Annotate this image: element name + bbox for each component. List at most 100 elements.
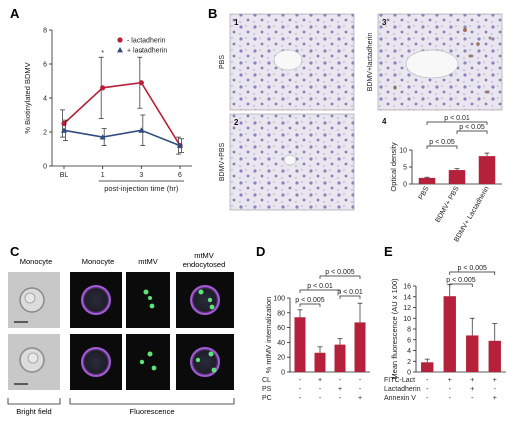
- b4-sig-label: p < 0.01: [444, 115, 470, 122]
- e-condition-mark: +: [448, 377, 452, 384]
- d-ytick-label: 0: [281, 370, 285, 377]
- a-point: [138, 80, 144, 86]
- b4-xtick-label: BDMV+ Lactadherin: [453, 185, 491, 243]
- e-ytick-label: 16: [403, 284, 411, 291]
- chart-d: 0 20 40 60 80 100% mtMV internalization p < 0.…: [262, 269, 370, 402]
- d-condition-mark: -: [359, 377, 362, 384]
- bright-field-label: Bright field: [16, 407, 51, 416]
- b4-ylabel: Optical density: [389, 142, 398, 191]
- col-label-monocyte-bf: Monocyte: [20, 257, 53, 266]
- d-ylabel: % mtMV internalization: [264, 297, 273, 374]
- d-bar: [334, 344, 346, 372]
- micrograph-2: 2: [229, 113, 355, 211]
- a-point: [61, 127, 67, 133]
- a-xlabel: post-injection time (hr): [104, 184, 179, 193]
- a-ytick-label: 2: [43, 130, 47, 137]
- d-ytick-label: 20: [277, 355, 285, 362]
- d-ytick-label: 60: [277, 325, 285, 332]
- e-bar: [466, 335, 479, 372]
- col-label-monocyte-fl: Monocyte: [82, 257, 115, 266]
- a-legend-entry: - lactadherin: [127, 38, 166, 45]
- b4-ytick-label: 5: [403, 165, 407, 172]
- a-xtick-label: BL: [60, 172, 69, 179]
- d-condition-mark: -: [299, 386, 302, 393]
- e-condition-mark: -: [426, 386, 429, 393]
- fluorescence-image-1b: [126, 272, 170, 328]
- d-ytick-label: 100: [273, 296, 285, 303]
- e-sig-bracket: [449, 283, 473, 287]
- b4-sig-bracket: [426, 121, 488, 125]
- e-ytick-label: 6: [407, 337, 411, 344]
- b4-sig-bracket: [426, 145, 458, 149]
- b4-xtick-label: PBS: [418, 185, 431, 201]
- side-label-bdmv-pbs: BDMV+PBS: [219, 143, 226, 182]
- panel-c-images: Monocyte Monocyte mtMV mtMV endocytosed …: [7, 251, 235, 416]
- a-xtick-label: 6: [178, 172, 182, 179]
- micro-label-2: 2: [234, 118, 239, 127]
- fluorescence-label: Fluorescence: [129, 407, 174, 416]
- a-ylabel: % Biotinylated BDMV: [23, 62, 32, 133]
- d-sig-bracket: [299, 303, 321, 307]
- a-legend-entry: + lactadherin: [127, 48, 167, 55]
- side-label-bdmv-lact: BDMV+lactadherin: [367, 33, 374, 92]
- e-ytick-label: 12: [403, 305, 411, 312]
- e-condition-mark: -: [449, 395, 452, 402]
- panel-letter-b: B: [208, 6, 217, 21]
- a-series-line-0: [63, 81, 181, 147]
- d-bar: [294, 317, 306, 372]
- b4-sig-label: p < 0.05: [459, 124, 485, 131]
- e-condition-mark: -: [449, 386, 452, 393]
- d-condition-name: PS: [262, 386, 272, 393]
- a-legend-marker: [117, 47, 123, 53]
- e-condition-mark: +: [493, 377, 497, 384]
- e-condition-mark: -: [471, 395, 474, 402]
- a-point: [100, 85, 106, 91]
- e-bar: [421, 362, 434, 372]
- d-sig-bracket: [319, 275, 361, 279]
- e-ytick-label: 2: [407, 359, 411, 366]
- d-condition-mark: -: [339, 377, 342, 384]
- e-condition-name: FITC-Lact: [384, 377, 415, 384]
- d-condition-name: PC: [262, 395, 272, 402]
- e-condition-mark: -: [426, 377, 429, 384]
- b4-sig-label: p < 0.05: [429, 139, 455, 146]
- d-sig-bracket: [299, 289, 341, 293]
- e-sig-label: p < 0.005: [446, 277, 475, 284]
- d-sig-bracket: [339, 295, 361, 299]
- e-condition-mark: +: [470, 386, 474, 393]
- b4-sig-bracket: [456, 130, 488, 134]
- d-condition-mark: -: [359, 386, 362, 393]
- d-condition-mark: +: [318, 377, 322, 384]
- e-ytick-label: 0: [407, 370, 411, 377]
- e-sig-bracket: [449, 271, 496, 275]
- b4-bar: [448, 170, 466, 184]
- b4-bar: [478, 156, 496, 184]
- a-ytick-label: 6: [43, 62, 47, 69]
- d-sig-label: p < 0.01: [337, 289, 363, 296]
- a-annotation: *: [140, 50, 143, 57]
- fluorescence-image-2b: [126, 334, 170, 390]
- col-label-mtmv-endocytosed: endocytosed: [183, 260, 226, 269]
- e-condition-mark: -: [494, 386, 497, 393]
- d-condition-mark: -: [319, 395, 322, 402]
- b4-bar: [418, 177, 436, 184]
- b4-xtick-label: BDMV+ PBS: [435, 185, 461, 224]
- a-ytick-label: 0: [43, 164, 47, 171]
- e-ylabel: Mean fluorescence (AU x 100): [390, 278, 399, 380]
- micrograph-3: 3: [377, 13, 503, 111]
- a-point: [177, 142, 183, 148]
- a-series-line-1: [63, 129, 181, 147]
- d-condition-mark: -: [299, 377, 302, 384]
- e-condition-mark: +: [493, 395, 497, 402]
- d-condition-mark: -: [319, 386, 322, 393]
- a-annotation: *: [101, 50, 104, 57]
- e-ytick-label: 8: [407, 327, 411, 334]
- d-condition-mark: -: [339, 395, 342, 402]
- e-condition-mark: -: [426, 395, 429, 402]
- micro-label-4: 4: [382, 117, 387, 126]
- b4-ytick-label: 10: [399, 148, 407, 155]
- e-sig-label: p < 0.005: [458, 265, 487, 272]
- panel-letter-d: D: [256, 244, 265, 259]
- e-condition-name: Lactadherin: [384, 386, 421, 393]
